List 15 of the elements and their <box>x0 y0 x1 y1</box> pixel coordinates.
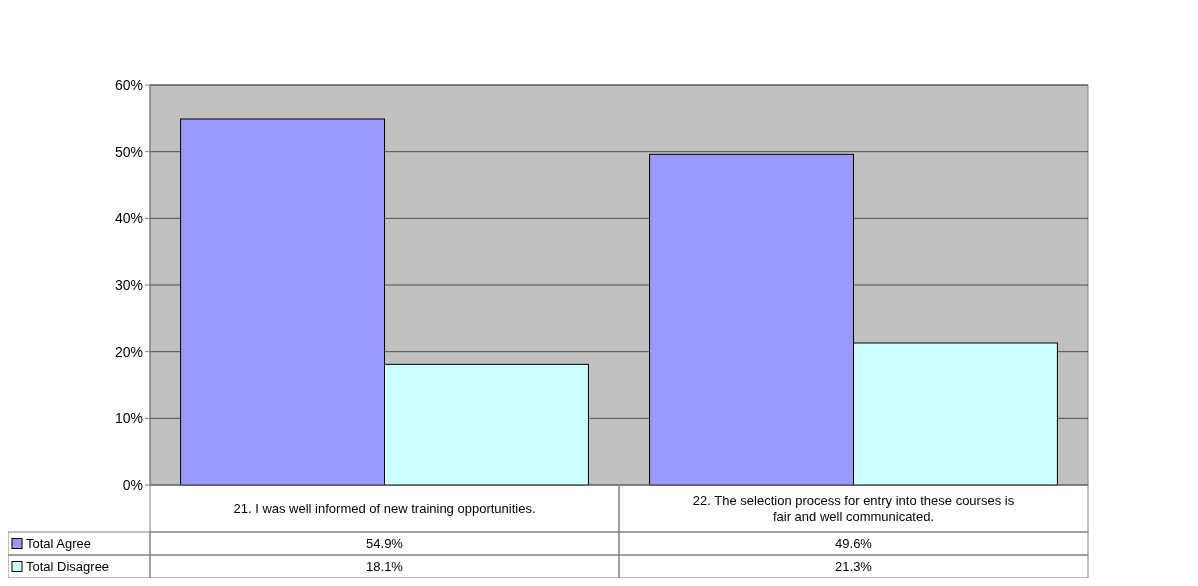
legend-label: Total Agree <box>26 536 92 552</box>
y-tick-label: 0% <box>122 476 143 493</box>
y-tick-label: 40% <box>114 210 143 227</box>
data-label: 54.9% <box>366 536 404 552</box>
data-label: 49.6% <box>835 536 873 552</box>
y-tick-label: 60% <box>114 76 143 93</box>
y-tick-label: 30% <box>114 276 143 293</box>
y-tick-label: 10% <box>114 410 143 427</box>
legend-label: Total Disagree <box>26 559 110 575</box>
data-label: 18.1% <box>366 559 404 575</box>
data-label: 21.3% <box>835 559 873 575</box>
x-tick-label: 21. I was well informed of new training opportunities. <box>233 501 536 517</box>
y-tick-label: 50% <box>114 143 143 160</box>
y-tick-label: 20% <box>114 343 143 360</box>
x-tick-label: 22. The selection process for entry into these courses is fair and well communicated. <box>692 493 1015 525</box>
